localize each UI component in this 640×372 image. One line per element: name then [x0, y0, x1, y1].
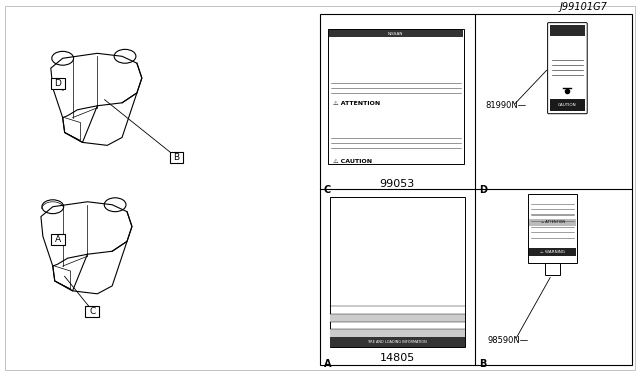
Bar [545, 263, 559, 275]
Ellipse shape [104, 198, 126, 212]
Ellipse shape [114, 49, 136, 63]
Text: A: A [324, 359, 332, 369]
Bar [320, 14, 632, 365]
Text: NISSAN: NISSAN [388, 32, 403, 36]
Bar [329, 29, 463, 38]
Bar [529, 248, 577, 256]
Text: D: D [479, 185, 487, 195]
Text: J99101G7: J99101G7 [559, 2, 607, 12]
Bar [330, 314, 465, 321]
Text: ⚠ CAUTION: ⚠ CAUTION [333, 159, 372, 164]
Bar [550, 99, 585, 111]
Text: 81990N—: 81990N— [485, 101, 527, 110]
Bar [330, 330, 465, 337]
FancyBboxPatch shape [51, 78, 65, 89]
Text: CAUTION: CAUTION [558, 103, 577, 107]
Bar [550, 25, 585, 36]
Bar [330, 337, 465, 347]
Ellipse shape [52, 51, 74, 65]
Text: ⚠ WARNING: ⚠ WARNING [540, 250, 565, 254]
FancyBboxPatch shape [170, 152, 184, 163]
Text: ⚠ ATTENTION: ⚠ ATTENTION [333, 101, 380, 106]
Bar [330, 197, 465, 347]
Text: B: B [479, 359, 486, 369]
Text: TIRE AND LOADING INFORMATION: TIRE AND LOADING INFORMATION [367, 340, 427, 344]
Bar [550, 78, 585, 96]
Text: ⚠ ATTENTION: ⚠ ATTENTION [541, 220, 564, 224]
Text: 99053: 99053 [380, 179, 415, 189]
Bar [529, 219, 577, 225]
Text: C: C [324, 185, 332, 195]
Text: 98590N—: 98590N— [487, 336, 529, 345]
FancyBboxPatch shape [51, 234, 65, 245]
Text: C: C [89, 307, 95, 315]
FancyBboxPatch shape [548, 23, 588, 114]
Bar [528, 194, 577, 263]
Text: A: A [54, 235, 61, 244]
Ellipse shape [42, 200, 63, 214]
Text: B: B [173, 153, 180, 162]
Text: 14805: 14805 [380, 353, 415, 363]
FancyBboxPatch shape [86, 306, 99, 317]
Text: D: D [54, 79, 61, 88]
Bar [328, 29, 463, 164]
